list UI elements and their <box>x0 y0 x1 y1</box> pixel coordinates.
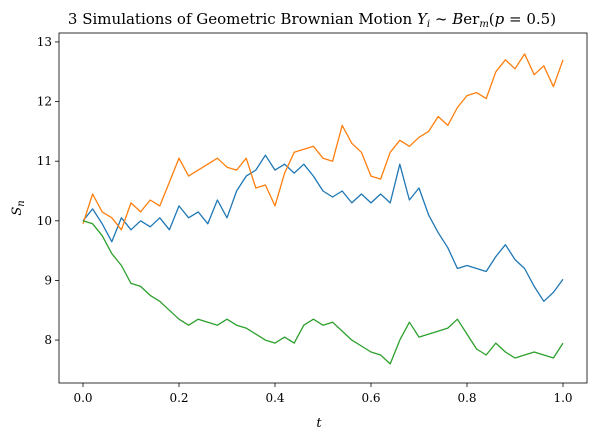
title-distribution: ~ <box>430 10 452 28</box>
x-axis: 0.0 0.2 0.4 0.6 0.8 1.0 <box>73 383 573 405</box>
x-axis-label: t <box>316 416 322 431</box>
x-tick-label: 0.8 <box>457 391 476 405</box>
title-y-symbol: Y <box>417 10 429 28</box>
title-p: p <box>495 10 505 28</box>
title-param-value: = 0.5) <box>504 10 556 28</box>
y-tick-label: 10 <box>37 214 52 228</box>
title-text: 3 Simulations of Geometric Brownian Moti… <box>68 10 417 28</box>
title-y-subscript: i <box>427 19 430 30</box>
series-line-2 <box>82 53 564 231</box>
y-tick-label: 12 <box>37 95 52 109</box>
y-tick-label: 13 <box>37 35 52 49</box>
title-param: ( <box>489 10 495 28</box>
x-tick-label: 0.0 <box>73 391 92 405</box>
title-ber-subscript: m <box>479 19 488 30</box>
x-tick-label: 0.2 <box>169 391 188 405</box>
x-tick-label: 1.0 <box>553 391 572 405</box>
title-ber-text: er <box>463 10 480 28</box>
axes-frame <box>58 32 588 384</box>
y-axis: 8 9 10 11 12 13 <box>37 35 59 347</box>
y-tick-label: 8 <box>44 333 52 347</box>
x-tick-label: 0.4 <box>265 391 284 405</box>
y-tick-label: 9 <box>44 273 52 287</box>
y-axis-label-text: Sn <box>10 200 27 215</box>
series-line-3 <box>82 220 564 365</box>
chart-title: 3 Simulations of Geometric Brownian Moti… <box>68 10 556 30</box>
y-axis-label-subscript: n <box>16 200 27 206</box>
y-axis-label: Sn <box>10 200 27 215</box>
title-ber-symbol: B <box>451 10 463 28</box>
series-line-1 <box>82 154 564 302</box>
x-tick-label: 0.6 <box>361 391 380 405</box>
plot-area <box>82 53 564 365</box>
y-tick-label: 11 <box>37 154 52 168</box>
